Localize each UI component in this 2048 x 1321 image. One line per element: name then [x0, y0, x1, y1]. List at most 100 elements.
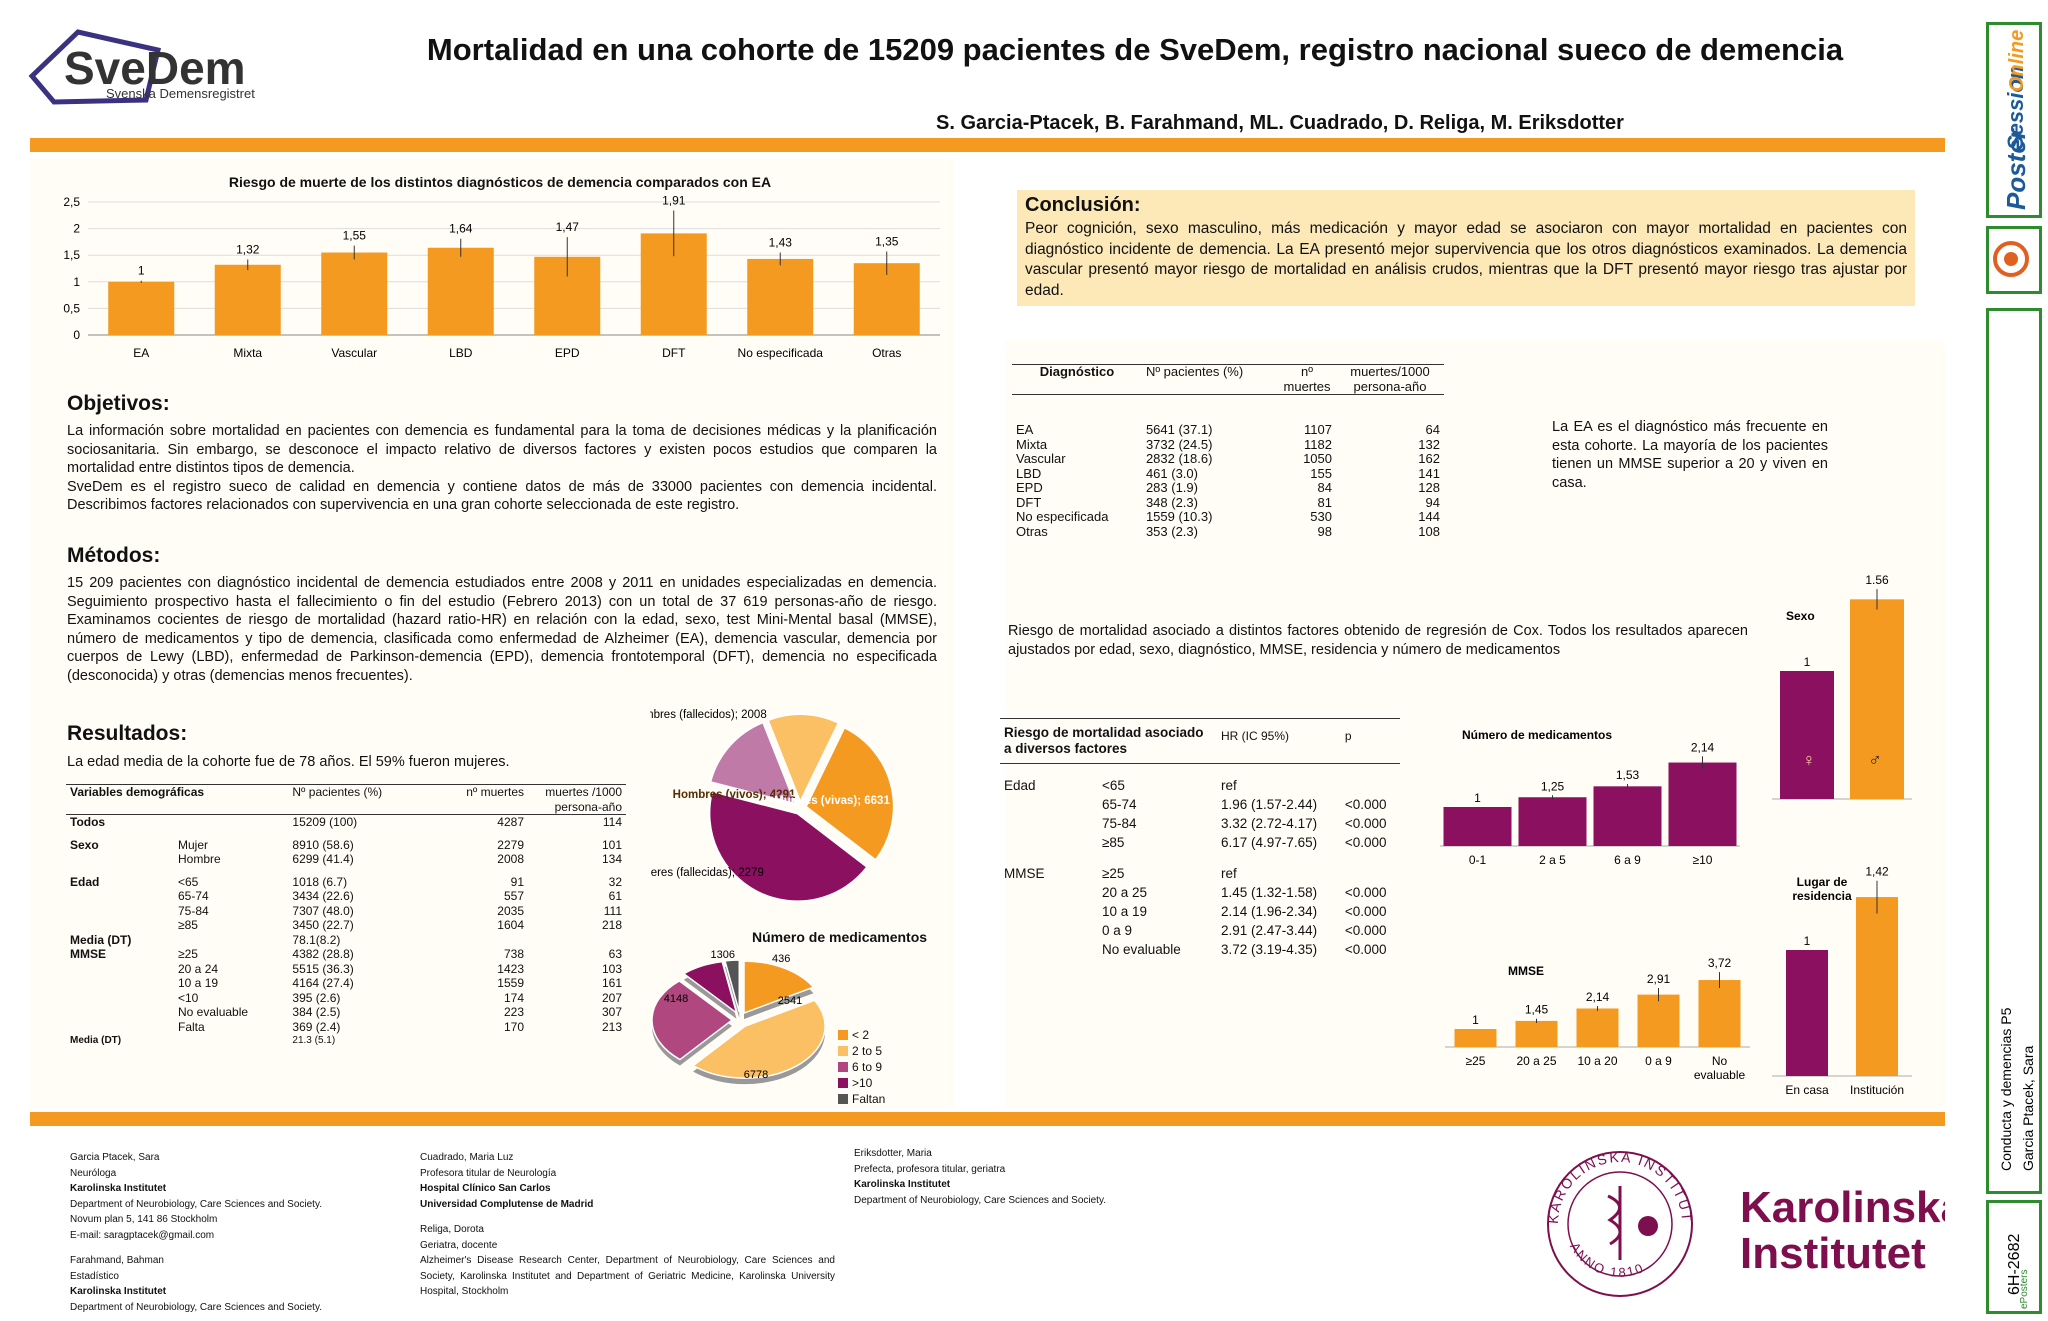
table-cell: 101: [601, 837, 622, 852]
table-cell: Otras: [1016, 523, 1048, 539]
table-cell: <0.000: [1344, 797, 1387, 812]
meds-label-6778: 6778: [744, 1069, 768, 1081]
table-cell: 108: [1418, 523, 1440, 539]
meds-legend: < 2 2 to 5 6 to 9 >10 Faltan: [838, 1027, 885, 1107]
table-cell: Media (DT): [70, 1035, 122, 1046]
legend-item: 6 to 9: [838, 1059, 885, 1075]
table-cell: [432, 933, 528, 948]
bar-value-label: 1.56: [1865, 573, 1889, 587]
footer-line: Universidad Complutense de Madrid: [420, 1198, 594, 1210]
table-cell: [66, 991, 174, 1006]
table-cell: 20 a 25: [1102, 885, 1148, 900]
table-cell: 213: [601, 1019, 622, 1034]
table-cell: <0.000: [1344, 835, 1387, 850]
table-cell: [1000, 814, 1098, 833]
table-cell: 7307 (48.0): [292, 903, 354, 918]
poster-session-brand: Poster Session Online: [1986, 22, 2042, 218]
bar: [1850, 599, 1904, 799]
table-cell: [66, 889, 174, 904]
table-cell: <0.000: [1344, 885, 1387, 900]
table-cell: 15209 (100): [292, 815, 358, 829]
x-tick-label: 0-1: [1469, 853, 1487, 867]
pie-slice: [651, 980, 734, 1061]
table-row: LBD 461 (3.0) 155 141: [1012, 466, 1444, 482]
table-cell: 91: [510, 874, 524, 889]
legend-item: >10: [838, 1075, 885, 1091]
sex-pie-chart: Hombres (fallecidos); 2008 Hombres (vivo…: [650, 709, 895, 903]
meds-label-2541: 2541: [778, 995, 802, 1007]
table-cell: Edad: [1004, 778, 1036, 793]
table-cell: Falta: [178, 1019, 205, 1034]
brand-poster: Poster: [2001, 127, 2031, 210]
table-cell: 283 (1.9): [1145, 480, 1198, 495]
table-cell: 223: [503, 1005, 524, 1019]
table-cell: [66, 962, 174, 977]
cox-header-0: Riesgo de mortalidad asociado a diversos…: [1004, 725, 1204, 756]
x-tick-label: 20 a 25: [1516, 1054, 1556, 1068]
diagnosis-bar-chart: 2,5 2 1,5 1 0,5 0 1 EA 1,32 Mixta 1,55 Vascular 1,64…: [63, 194, 940, 360]
meds-label-1306: 1306: [711, 950, 735, 961]
table-cell: DFT: [1016, 494, 1042, 510]
table-cell: <0.000: [1344, 904, 1387, 919]
table-cell: No evaluable: [1102, 942, 1181, 957]
table-cell: 2.91 (2.47-3.44): [1221, 923, 1318, 938]
table-cell: 1.45 (1.32-1.58): [1221, 885, 1318, 900]
table-cell: Vascular: [1016, 451, 1066, 466]
table-cell: 738: [503, 947, 524, 961]
footer-line: Farahmand, Bahman: [70, 1255, 164, 1266]
pie-slice: [743, 960, 815, 1015]
table-cell: 4287: [497, 815, 524, 829]
x-tick-label: 10 a 20: [1577, 1054, 1617, 1068]
footer-line: Neuróloga: [70, 1167, 117, 1179]
table-cell: Todos: [70, 815, 106, 829]
legend-item: 2 to 5: [838, 1043, 885, 1059]
table-cell: EA: [1016, 422, 1034, 437]
cox-intro: Riesgo de mortalidad asociado a distinto…: [1008, 623, 1748, 658]
table-cell: 1050: [1303, 451, 1332, 466]
table-cell: 5515 (36.3): [292, 961, 354, 976]
x-tick-label: EA: [133, 346, 149, 360]
bar-value-label: 1,55: [343, 229, 367, 243]
table-row: 65-74 3434 (22.6) 557 61: [66, 889, 626, 904]
table-cell: [1000, 833, 1098, 852]
chart-title: Sexo: [1786, 609, 1815, 623]
table-cell: 114: [602, 815, 622, 829]
session-code-box: 6H-2682 ePosters: [1986, 1200, 2042, 1314]
table-cell: 2832 (18.6): [1145, 451, 1213, 466]
x-tick-label: Otras: [872, 346, 901, 360]
table-row: Hombre 6299 (41.4) 2008 134: [66, 852, 626, 867]
table-cell: Mixta: [1016, 436, 1048, 452]
meds-hr-chart: Número de medicamentos 1 0-1 1,25 2 a 5 1,53 6…: [1440, 728, 1740, 867]
table-cell: 207: [601, 990, 622, 1005]
brand-small: ePosters: [2019, 1270, 2030, 1309]
table-row: EPD 283 (1.9) 84 128: [1012, 480, 1444, 496]
table-row: MMSE ≥25 4382 (28.8) 738 63: [66, 947, 626, 962]
bar-value-label: 1: [1474, 791, 1481, 805]
footer-line: Department of Neurobiology, Care Science…: [70, 1301, 322, 1313]
table-cell: 1423: [497, 961, 524, 976]
x-tick-label: ≥10: [1693, 853, 1713, 867]
bar: [214, 264, 281, 335]
table-cell: 63: [608, 947, 622, 961]
demo-header-3: muertes /1000 persona-año: [545, 785, 622, 814]
table-row: ≥85 6.17 (4.97-7.65) <0.000: [1000, 833, 1400, 852]
table-cell: <0.000: [1344, 816, 1387, 831]
table-cell: No especificada: [1016, 509, 1109, 524]
diag-header-0: Diagnóstico: [1039, 364, 1115, 379]
table-cell: 2.14 (1.96-2.34): [1221, 904, 1318, 919]
table-cell: [66, 852, 174, 867]
meds-pie-chart: 1306 436 2541 6778 4148: [651, 950, 826, 1085]
table-cell: ≥25: [178, 947, 198, 961]
pie-label-men-deceased: Hombres (fallecidos); 2008: [650, 709, 767, 721]
bar-value-label: 1: [1472, 1013, 1479, 1027]
table-cell: [1341, 764, 1400, 796]
bar: [321, 252, 388, 335]
table-cell: 65-74: [1102, 797, 1137, 812]
table-cell: 20 a 24: [178, 961, 219, 976]
svg-text:ANNO 1810: ANNO 1810: [1567, 1240, 1647, 1280]
table-cell: [66, 976, 174, 991]
table-row: 20 a 25 1.45 (1.32-1.58) <0.000: [1000, 883, 1400, 902]
x-tick-label: En casa: [1785, 1083, 1829, 1097]
table-row: Vascular 2832 (18.6) 1050 162: [1012, 451, 1444, 467]
table-row: No especificada 1559 (10.3) 530 144: [1012, 509, 1444, 525]
